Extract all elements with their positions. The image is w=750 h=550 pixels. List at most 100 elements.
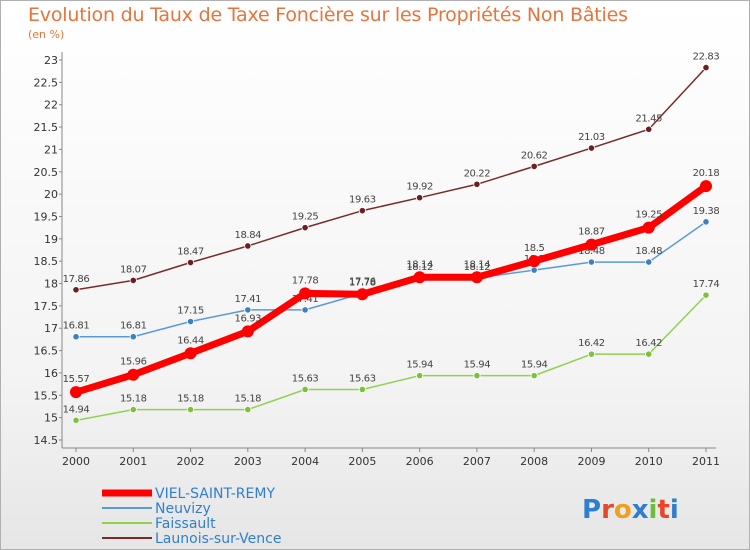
data-point (129, 276, 137, 284)
data-point (702, 291, 710, 299)
data-point (244, 306, 252, 314)
data-label: 17.78 (292, 275, 319, 286)
x-tick-label: 2003 (234, 455, 262, 468)
data-label: 15.96 (120, 357, 147, 368)
y-tick-label: 21 (44, 143, 58, 156)
data-point (186, 317, 195, 326)
data-label: 17.41 (292, 294, 319, 305)
x-tick-label: 2009 (577, 455, 605, 468)
data-point (530, 372, 538, 380)
data-point (473, 372, 481, 380)
y-tick-label: 16 (44, 367, 58, 380)
data-point (241, 325, 254, 338)
data-point (301, 306, 309, 314)
data-label: 21.45 (635, 113, 662, 124)
y-tick-label: 19 (44, 233, 58, 246)
data-point (530, 266, 538, 274)
data-point (470, 271, 483, 284)
data-label: 18.47 (177, 247, 204, 258)
y-tick-label: 22.5 (34, 76, 59, 89)
y-tick-label: 17.5 (34, 300, 59, 313)
x-tick-label: 2002 (177, 455, 205, 468)
y-tick-label: 15 (44, 412, 58, 425)
x-tick-label: 2000 (62, 455, 90, 468)
data-point (645, 350, 653, 358)
data-label: 15.18 (120, 394, 147, 405)
data-label: 17.15 (177, 306, 204, 317)
data-point (587, 144, 596, 152)
y-tick-label: 19.5 (34, 210, 59, 223)
y-tick-label: 16.5 (34, 345, 59, 358)
data-label: 17.74 (693, 279, 720, 290)
x-tick-label: 2005 (348, 455, 376, 468)
data-label: 15.18 (177, 394, 204, 405)
data-label: 16.81 (63, 321, 90, 332)
data-point (186, 258, 195, 267)
legend-label: Neuvizy (155, 501, 211, 517)
data-point (702, 218, 710, 226)
legend-label: VIEL-SAINT-REMY (155, 486, 275, 502)
data-label: 16.93 (234, 313, 261, 324)
data-point (416, 194, 424, 202)
data-label: 18.84 (234, 230, 261, 241)
logo-letter: i (670, 495, 679, 525)
data-label: 20.18 (693, 168, 720, 179)
data-label: 19.92 (406, 182, 433, 193)
data-label: 19.25 (635, 210, 662, 221)
data-label: 18.48 (635, 246, 662, 257)
data-point (645, 125, 653, 133)
data-label: 15.94 (406, 360, 433, 371)
x-tick-label: 2007 (463, 455, 491, 468)
data-label: 15.63 (292, 373, 319, 384)
y-tick-label: 20.5 (34, 166, 59, 179)
data-point (528, 255, 541, 268)
data-point (358, 385, 366, 394)
data-point (244, 405, 252, 414)
data-point (299, 287, 312, 300)
data-point (70, 386, 82, 399)
legend-label: Faissault (155, 516, 216, 532)
x-tick-label: 2001 (119, 455, 147, 468)
x-tick-label: 2006 (406, 455, 434, 468)
logo-letter: o (614, 495, 632, 525)
data-point (642, 221, 655, 234)
logo-letter: r (601, 495, 614, 525)
y-tick-label: 17 (44, 322, 58, 335)
data-label: 17.41 (234, 294, 261, 305)
data-point (413, 271, 426, 284)
data-point (587, 350, 596, 358)
data-point (127, 368, 140, 381)
data-point (72, 416, 80, 424)
y-tick-label: 22 (44, 99, 58, 112)
data-point (585, 238, 598, 251)
x-tick-label: 2010 (635, 455, 663, 468)
y-tick-label: 23 (44, 54, 58, 67)
data-point (530, 162, 538, 170)
series-line (75, 294, 707, 422)
data-point (587, 258, 596, 266)
data-point (244, 242, 252, 250)
x-tick-label: 2011 (692, 455, 720, 468)
data-label: 15.18 (234, 394, 261, 405)
data-label: 15.94 (464, 360, 491, 371)
data-point (358, 207, 366, 215)
data-label: 22.83 (693, 52, 720, 63)
data-label: 14.94 (63, 404, 90, 415)
data-point (645, 258, 653, 266)
data-point (356, 288, 369, 301)
x-tick-label: 2008 (520, 455, 548, 468)
data-label: 18.48 (578, 246, 605, 257)
series-line (72, 182, 710, 396)
data-point (129, 333, 137, 341)
data-point (301, 385, 309, 394)
data-point (186, 405, 195, 414)
data-label: 18.14 (406, 259, 433, 270)
data-label: 19.63 (349, 195, 376, 206)
data-point (301, 224, 309, 232)
data-label: 19.25 (292, 212, 319, 223)
data-label: 15.57 (63, 374, 90, 385)
data-label: 17.86 (63, 274, 90, 285)
series-line (75, 66, 707, 291)
